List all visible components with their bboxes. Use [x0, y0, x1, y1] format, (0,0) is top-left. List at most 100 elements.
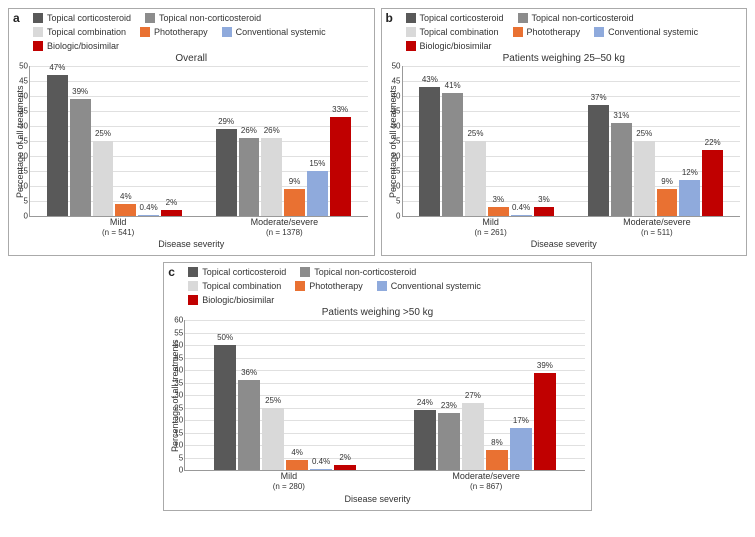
legend-item: Biologic/biosimilar	[33, 41, 119, 51]
y-tick: 40	[383, 92, 401, 101]
bar-value-label: 25%	[636, 129, 652, 138]
legend-swatch	[33, 41, 43, 51]
bar-value-label: 27%	[465, 391, 481, 400]
bar-value-label: 3%	[493, 195, 505, 204]
bar: 25%	[465, 141, 486, 216]
panel-c: cTopical corticosteroidTopical non-corti…	[163, 262, 592, 510]
bar-value-label: 2%	[166, 198, 178, 207]
x-axis-label: Disease severity	[388, 239, 741, 249]
legend-label: Biologic/biosimilar	[202, 295, 274, 305]
legend-item: Topical non-corticosteroid	[145, 13, 261, 23]
bar-value-label: 0.4%	[512, 203, 530, 212]
legend-label: Biologic/biosimilar	[420, 41, 492, 51]
bar: 37%	[588, 105, 609, 216]
y-tick: 25	[165, 403, 183, 412]
bar: 26%	[261, 138, 282, 216]
legend-item: Biologic/biosimilar	[406, 41, 492, 51]
legend-label: Phototherapy	[154, 27, 208, 37]
bar-value-label: 39%	[537, 361, 553, 370]
plot-area: 0510152025303540455043%41%25%3%0.4%3%37%…	[402, 66, 741, 217]
bar: 3%	[488, 207, 509, 216]
y-tick: 35	[165, 378, 183, 387]
bar-group: 43%41%25%3%0.4%3%	[403, 66, 572, 216]
y-tick: 55	[165, 328, 183, 337]
legend-swatch	[518, 13, 528, 23]
legend-label: Topical corticosteroid	[47, 13, 131, 23]
x-axis-label: Disease severity	[170, 494, 585, 504]
legend-label: Phototherapy	[527, 27, 581, 37]
bar: 4%	[115, 204, 136, 216]
bar-value-label: 9%	[661, 177, 673, 186]
bar-value-label: 26%	[241, 126, 257, 135]
legend-item: Topical combination	[406, 27, 499, 37]
legend-item: Phototherapy	[513, 27, 581, 37]
legend-swatch	[513, 27, 523, 37]
y-tick: 5	[165, 453, 183, 462]
legend-item: Conventional systemic	[594, 27, 698, 37]
bar: 26%	[239, 138, 260, 216]
legend-item: Topical corticosteroid	[33, 13, 131, 23]
chart-title: Overall	[15, 53, 368, 64]
plot-area: 0510152025303540455047%39%25%4%0.4%2%29%…	[29, 66, 368, 217]
legend-label: Topical corticosteroid	[202, 267, 286, 277]
bar: 2%	[161, 210, 182, 216]
bar: 29%	[216, 129, 237, 216]
legend-swatch	[188, 281, 198, 291]
bar-value-label: 39%	[72, 87, 88, 96]
bar: 24%	[414, 410, 436, 470]
bar: 39%	[534, 373, 556, 471]
bar-value-label: 36%	[241, 368, 257, 377]
bar-value-label: 8%	[491, 438, 503, 447]
bar-value-label: 37%	[591, 93, 607, 102]
legend-label: Conventional systemic	[608, 27, 698, 37]
bar-value-label: 50%	[217, 333, 233, 342]
legend-swatch	[300, 267, 310, 277]
bar-value-label: 33%	[332, 105, 348, 114]
x-axis-label: Disease severity	[15, 239, 368, 249]
y-tick: 5	[383, 197, 401, 206]
bar-value-label: 15%	[309, 159, 325, 168]
y-tick: 25	[10, 137, 28, 146]
legend-swatch	[406, 41, 416, 51]
legend-item: Phototherapy	[140, 27, 208, 37]
bar: 12%	[679, 180, 700, 216]
bar-value-label: 43%	[422, 75, 438, 84]
legend-swatch	[295, 281, 305, 291]
legend-swatch	[33, 13, 43, 23]
y-tick: 60	[165, 316, 183, 325]
y-tick: 0	[10, 212, 28, 221]
legend-item: Topical corticosteroid	[406, 13, 504, 23]
legend-label: Phototherapy	[309, 281, 363, 291]
bar-value-label: 17%	[513, 416, 529, 425]
y-tick: 50	[165, 341, 183, 350]
bar: 9%	[657, 189, 678, 216]
x-group-label: Mild(n = 280)	[190, 471, 387, 491]
legend-item: Conventional systemic	[222, 27, 326, 37]
plot-area: 05101520253035404550556050%36%25%4%0.4%2…	[184, 320, 585, 471]
bar-group: 50%36%25%4%0.4%2%	[185, 320, 385, 470]
bar: 0.4%	[138, 215, 159, 216]
legend-item: Conventional systemic	[377, 281, 481, 291]
bar-value-label: 47%	[49, 63, 65, 72]
legend-item: Topical non-corticosteroid	[518, 13, 634, 23]
bar: 43%	[419, 87, 440, 216]
bar: 0.4%	[310, 469, 332, 470]
y-tick: 0	[383, 212, 401, 221]
legend-swatch	[222, 27, 232, 37]
y-tick: 45	[383, 77, 401, 86]
bar-value-label: 31%	[613, 111, 629, 120]
bar: 41%	[442, 93, 463, 216]
bar-value-label: 23%	[441, 401, 457, 410]
chart-title: Patients weighing 25–50 kg	[388, 53, 741, 64]
legend-label: Topical non-corticosteroid	[159, 13, 261, 23]
bar-value-label: 26%	[264, 126, 280, 135]
bar: 36%	[238, 380, 260, 470]
bar: 0.4%	[511, 215, 532, 216]
legend-swatch	[188, 267, 198, 277]
bar: 39%	[70, 99, 91, 216]
bar-value-label: 0.4%	[139, 203, 157, 212]
y-tick: 20	[10, 152, 28, 161]
bar-value-label: 4%	[120, 192, 132, 201]
x-group-label: Moderate/severe(n = 867)	[388, 471, 585, 491]
bar-group: 29%26%26%9%15%33%	[199, 66, 368, 216]
